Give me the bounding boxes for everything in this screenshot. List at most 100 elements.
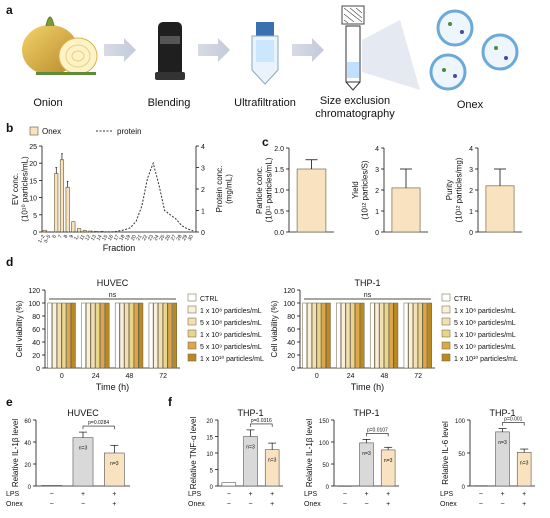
bar [71, 221, 76, 233]
y-axis-label: Relative IL-6 level [441, 421, 450, 485]
n-label: n=3 [246, 445, 255, 451]
panel-label-b: b [6, 121, 13, 135]
y-axis-label: (10¹² particles/S) [361, 160, 370, 219]
x-tick-label: 8 [63, 234, 70, 240]
arrow-icon [292, 38, 324, 62]
panel-label-a: a [6, 3, 13, 17]
bar [374, 302, 380, 369]
lps-sign: + [364, 491, 368, 498]
y-tick-label: 40 [32, 340, 40, 347]
x-tick-label: 26 [164, 234, 172, 242]
onex-sign: − [248, 501, 252, 508]
x-tick-label: 11 [79, 234, 87, 242]
bar [321, 302, 326, 369]
bar [307, 302, 312, 369]
bar [47, 302, 53, 369]
bar [71, 302, 76, 369]
bar [104, 452, 125, 487]
y-tick-label: 40 [24, 441, 31, 447]
chart-e: HUVEC 0 20 40 60 − − n=3 + − n=3 + + p=0.0284 Relative… [6, 408, 130, 508]
legend-label: 1 x 10⁸ particles/mL [200, 308, 262, 315]
y-axis-label: Purity [445, 180, 454, 200]
y2-tick-label: 4 [201, 144, 205, 151]
legend-swatch [187, 329, 197, 338]
bar [311, 302, 317, 369]
bar [422, 302, 428, 369]
y-tick-label: 80 [287, 314, 295, 321]
x-axis-label: Time (h) [96, 382, 129, 392]
x-tick-label: 16 [107, 234, 115, 242]
onex-sign: + [386, 501, 390, 508]
n-label: n=3 [520, 460, 529, 466]
chart-title: HUVEC [67, 408, 99, 418]
lps-row-label: LPS [188, 491, 202, 498]
lps-sign: + [248, 491, 252, 498]
bar [337, 485, 353, 487]
y-tick-label: 4 [375, 146, 379, 153]
bar [379, 302, 385, 369]
y-tick-label: 50 [322, 463, 329, 469]
y-axis-label: Relative IL-1β level [11, 419, 20, 487]
y-tick-label: 0.5 [274, 209, 284, 216]
y-tick-label: 50 [458, 452, 465, 458]
x-tick-label: 12 [84, 234, 92, 242]
y-tick-label: 0 [326, 485, 330, 491]
bar [359, 302, 365, 369]
bar [95, 302, 100, 369]
step-label: Onex [457, 99, 484, 111]
x-tick-label: 21 [136, 234, 144, 242]
bar [172, 302, 177, 369]
y-tick-label: 5 [33, 213, 37, 220]
y-tick-label: 20 [32, 353, 40, 360]
n-label: n=3 [384, 458, 393, 464]
y-tick-label: 10 [29, 196, 37, 203]
panel-label-f: f [168, 395, 173, 409]
y-tick-label: 3 [469, 167, 473, 174]
p-value: p=0.0316 [251, 418, 272, 424]
chart-c3: 0 1 2 3 4 Purity (10¹² particles/mg) [445, 146, 522, 237]
lps-sign: + [112, 491, 116, 498]
chart-title: THP-1 [354, 278, 380, 288]
x-tick-label: 1–2 [37, 234, 46, 244]
lps-row-label: LPS [440, 491, 454, 498]
bar [138, 302, 144, 369]
bar [388, 302, 394, 369]
onex-sign: + [112, 501, 116, 508]
y-axis-label: Relative TNF-α level [189, 417, 198, 490]
onex-sign: − [364, 501, 368, 508]
bar [485, 185, 515, 233]
y-tick-label: 0 [462, 485, 466, 491]
y-tick-label: 150 [319, 419, 330, 425]
panel-label-c: c [262, 135, 269, 149]
legend-swatch [441, 329, 451, 338]
onex-sign: + [270, 501, 274, 508]
legend-swatch [441, 305, 451, 314]
y-tick-label: 60 [287, 327, 295, 334]
legend-swatch [441, 293, 451, 302]
x-tick-label: 22 [141, 234, 149, 242]
onex-sign: − [50, 501, 54, 508]
p-value: p=0.0107 [367, 427, 388, 433]
arrow-icon [198, 38, 230, 62]
step-label: Onion [33, 97, 62, 109]
y-tick-label: 20 [29, 161, 37, 168]
x-tick-label: 48 [125, 373, 133, 380]
bar [42, 229, 47, 233]
n-label: n=3 [498, 440, 507, 446]
legend-label: 5 x 10⁹ particles/mL [454, 344, 516, 351]
bar [41, 485, 62, 487]
bar [77, 228, 82, 233]
x-tick-label: 20 [130, 234, 138, 242]
lps-sign: + [386, 491, 390, 498]
panel-label-d: d [6, 255, 13, 269]
n-label: n=3 [110, 461, 119, 467]
y-tick-label: 2.0 [274, 146, 284, 153]
chart-title: HUVEC [97, 278, 129, 288]
step-label: chromatography [315, 108, 395, 120]
y-tick-label: 2 [469, 188, 473, 195]
y-axis-label: Yield [351, 181, 360, 199]
y-tick-label: 60 [24, 419, 31, 425]
